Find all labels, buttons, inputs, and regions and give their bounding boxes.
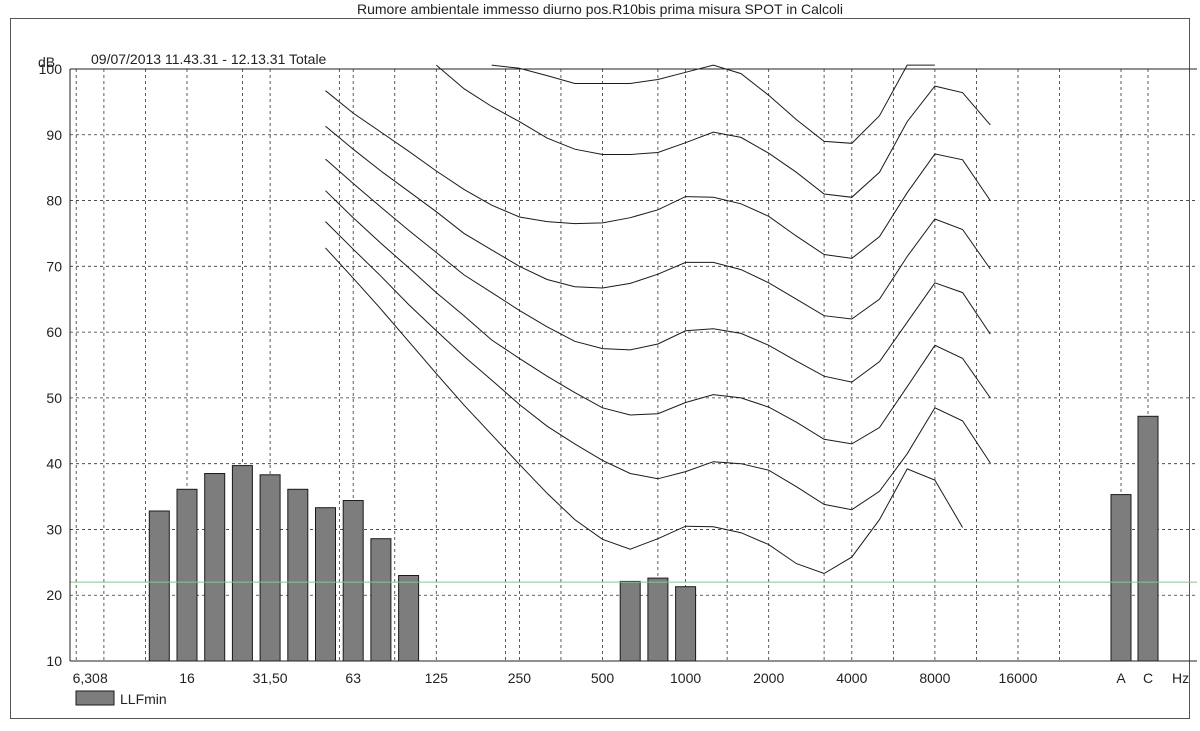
bar <box>1110 494 1132 662</box>
x-tick-label: 31,50 <box>253 670 288 686</box>
bar <box>647 577 669 662</box>
x-tick-label: 63 <box>345 670 361 686</box>
y-tick-label: 40 <box>46 456 62 472</box>
iso-curve <box>325 158 991 383</box>
bar <box>1137 415 1159 662</box>
iso-curves <box>325 64 991 575</box>
y-tick-label: 50 <box>46 390 62 406</box>
grid <box>70 68 1197 662</box>
bar <box>342 500 364 662</box>
x-tick-label: 6,30 <box>73 670 100 686</box>
y-tick-label: 90 <box>46 127 62 143</box>
x-tick-label: 4000 <box>836 670 867 686</box>
x-axis-unit-label: Hz <box>1172 670 1189 686</box>
chart-subtitle: 09/07/2013 11.43.31 - 12.13.31 Totale <box>91 51 327 67</box>
legend-swatch <box>75 690 115 706</box>
x-tick-labels: 6,30 8 16 31,50 63 125 250 500 1000 2000 4000 8000 1… <box>73 670 1153 686</box>
x-tick-label: 2000 <box>753 670 784 686</box>
y-axis-label: dB <box>38 54 55 70</box>
bar <box>398 575 420 662</box>
iso-curve <box>325 125 991 320</box>
x-tick-label: 16 <box>179 670 195 686</box>
chart-frame <box>10 18 1190 719</box>
x-tick-label: 500 <box>591 670 615 686</box>
iso-curve <box>325 190 991 445</box>
bar <box>675 586 697 662</box>
x-tick-label: 250 <box>508 670 532 686</box>
iso-curve <box>491 64 935 144</box>
bar <box>287 488 309 662</box>
y-tick-labels: 10 20 30 40 50 60 70 80 90 100 <box>39 61 63 669</box>
bar <box>315 507 336 662</box>
bar <box>204 473 226 662</box>
y-tick-label: 80 <box>46 193 62 209</box>
iso-curve <box>435 64 991 198</box>
y-tick-label: 10 <box>46 653 62 669</box>
axes <box>69 68 1197 662</box>
iso-curve <box>325 221 991 511</box>
bar <box>259 474 281 662</box>
x-tick-label: C <box>1143 670 1153 686</box>
bar <box>619 580 641 662</box>
iso-curve <box>325 90 991 259</box>
y-tick-label: 60 <box>46 324 62 340</box>
legend: LLFmin <box>75 690 167 707</box>
bar <box>370 538 392 662</box>
bar <box>176 488 198 662</box>
x-tick-label: 1000 <box>670 670 701 686</box>
x-tick-label: 8000 <box>919 670 950 686</box>
bar <box>231 465 253 662</box>
y-tick-label: 100 <box>39 61 63 77</box>
chart-title: Rumore ambientale immesso diurno pos.R10… <box>356 1 844 17</box>
x-tick-label: 16000 <box>999 670 1038 686</box>
x-tick-label: 125 <box>425 670 449 686</box>
y-tick-label: 30 <box>46 521 62 537</box>
x-tick-label: 8 <box>100 670 108 686</box>
y-tick-label: 20 <box>46 587 62 603</box>
x-tick-label: A <box>1116 670 1126 686</box>
bars <box>148 415 1159 662</box>
legend-label: LLFmin <box>120 691 167 707</box>
bar <box>148 510 170 662</box>
iso-curve <box>325 247 964 575</box>
y-tick-label: 70 <box>46 258 62 274</box>
